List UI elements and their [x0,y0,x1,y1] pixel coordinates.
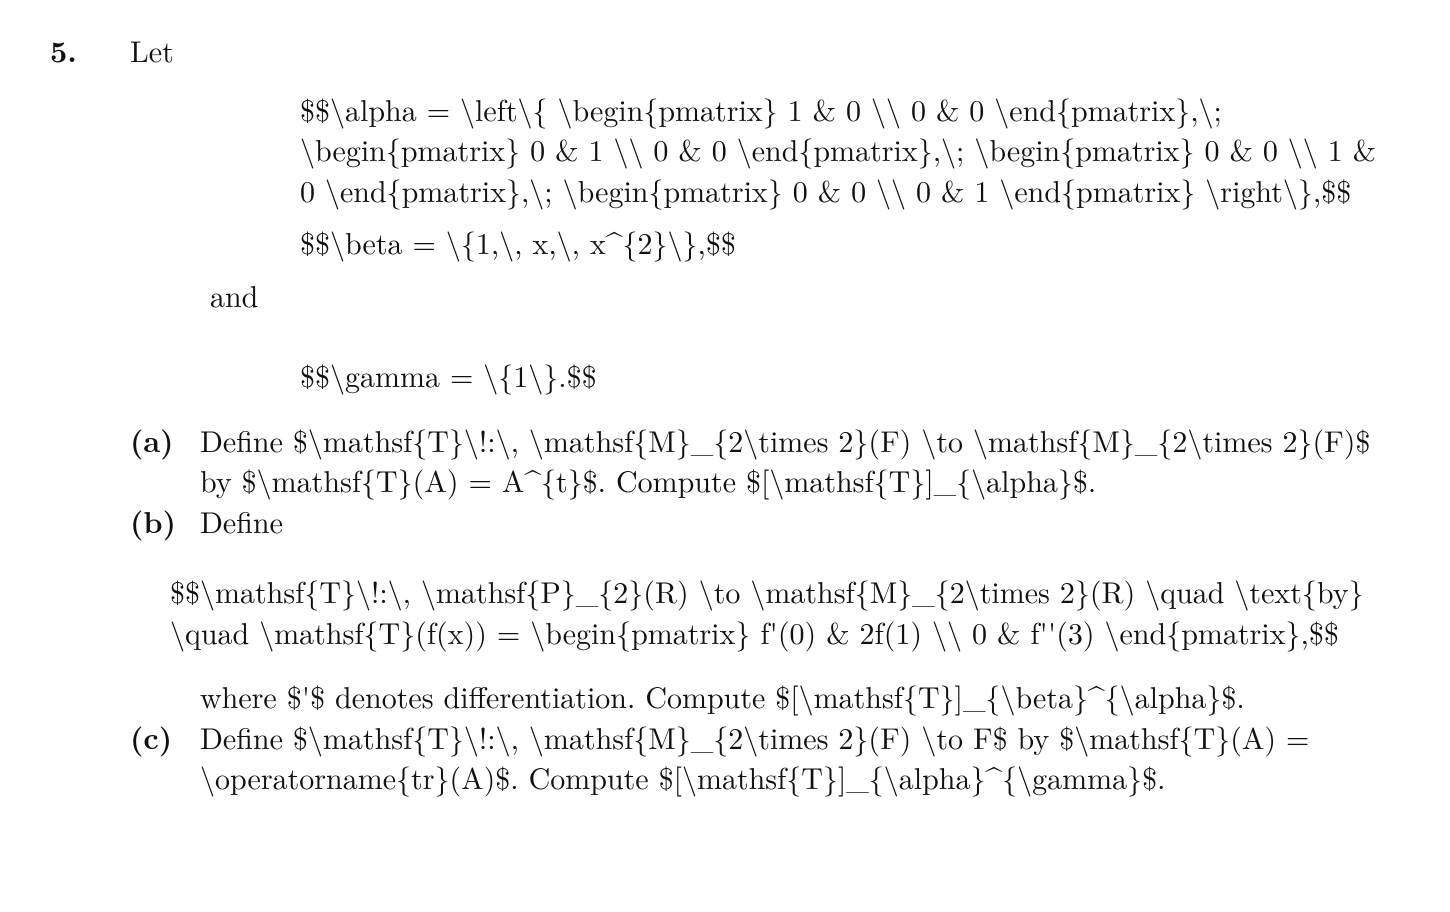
part-b-label: (b) [130,501,200,542]
problem-number: 5. [50,30,130,71]
beta-equation: $$\beta = \{1,\, x,\, x^{2}\},$$ [300,222,1390,263]
alpha-equation: $$\alpha = \left\{ \begin{pmatrix} 1 & 0… [300,89,1390,211]
problem-intro: Let [130,30,1390,71]
part-b-row: (b) Define [50,501,1390,542]
part-b-tail: where $'$ denotes differentiation. Compu… [50,676,1390,717]
part-c-row: (c) Define $\mathsf{T}\!:\, \mathsf{M}_{… [50,717,1390,798]
part-b-lead: Define [200,501,1390,542]
part-a-label: (a) [130,420,200,461]
math-problem-page: 5. Let $$\alpha = \left\{ \begin{pmatrix… [0,0,1450,828]
part-c-label: (c) [130,717,200,758]
part-a-row: (a) Define $\mathsf{T}\!:\, \mathsf{M}_{… [50,420,1390,501]
part-a-text: Define $\mathsf{T}\!:\, \mathsf{M}_{2\ti… [200,420,1390,501]
part-b-display: $$\mathsf{T}\!:\, \mathsf{P}_{2}(R) \to … [170,571,1390,652]
gamma-equation: $$\gamma = \{1\}.$$ [300,355,1390,396]
problem-header-row: 5. Let [50,30,1390,71]
part-c-text: Define $\mathsf{T}\!:\, \mathsf{M}_{2\ti… [200,717,1390,798]
and-text: and [50,275,1390,316]
